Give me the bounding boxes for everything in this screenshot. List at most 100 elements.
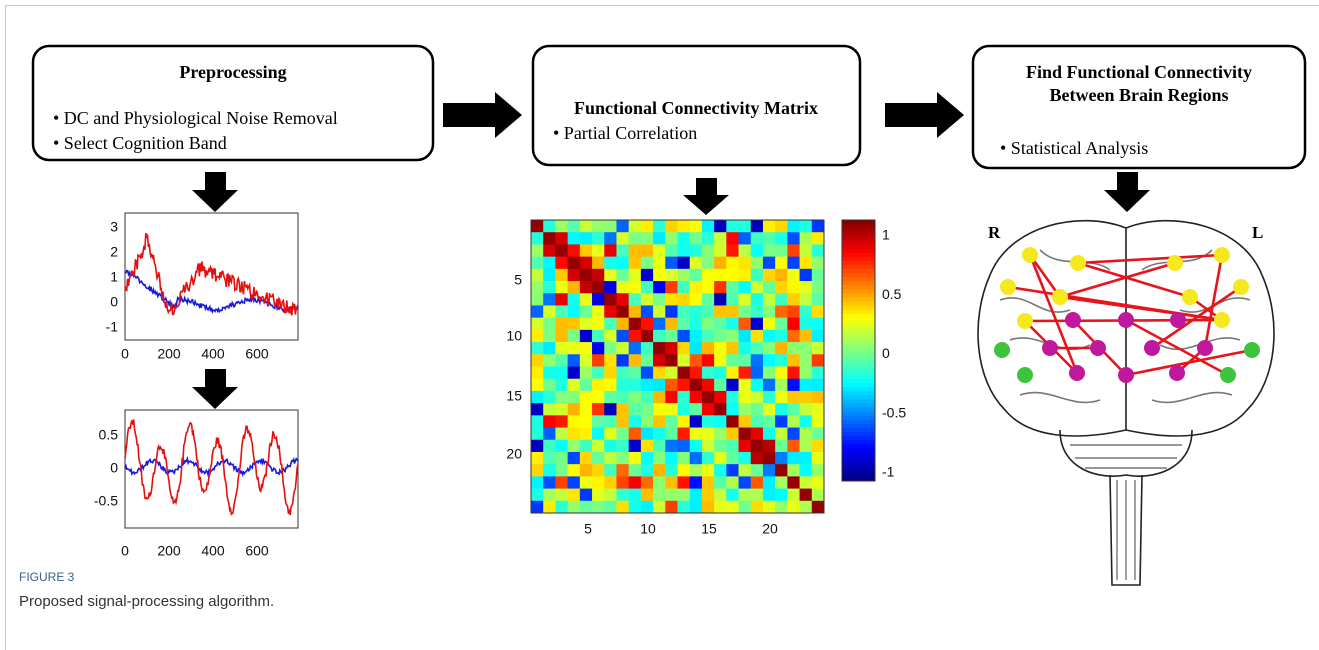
matrix-cell — [714, 476, 727, 489]
matrix-cell — [604, 220, 617, 233]
colorbar-step — [842, 399, 875, 404]
colorbar-step — [842, 428, 875, 433]
matrix-cell — [665, 281, 678, 294]
matrix-cell — [653, 428, 666, 441]
matrix-cell — [555, 367, 568, 380]
matrix-cell — [714, 281, 727, 294]
matrix-cell — [616, 415, 629, 428]
matrix-cell — [641, 415, 654, 428]
matrix-cell — [775, 403, 788, 416]
matrix-cell — [763, 293, 776, 306]
matrix-cell — [702, 269, 715, 282]
matrix-cell — [580, 257, 593, 270]
matrix-cell — [714, 318, 727, 331]
region-node — [1144, 340, 1160, 356]
colorbar-step — [842, 228, 875, 233]
matrix-cell — [604, 354, 617, 367]
y-tick-label: 0.5 — [99, 427, 119, 443]
matrix-cell — [543, 428, 556, 441]
matrix-cell — [665, 354, 678, 367]
colorbar-step — [842, 395, 875, 400]
matrix-cell — [641, 476, 654, 489]
matrix-cell — [739, 354, 752, 367]
matrix-cell — [665, 220, 678, 233]
matrix-cell — [714, 244, 727, 257]
matrix-cell — [812, 305, 825, 318]
matrix-cell — [555, 452, 568, 465]
matrix-cell — [592, 293, 605, 306]
colorbar-step — [842, 416, 875, 421]
colorbar-step — [842, 379, 875, 384]
matrix-cell — [678, 367, 691, 380]
matrix-cell — [726, 269, 739, 282]
matrix-cell — [641, 244, 654, 257]
matrix-cell — [726, 452, 739, 465]
matrix-cell — [812, 489, 825, 502]
matrix-cell — [592, 244, 605, 257]
matrix-cell — [629, 379, 642, 392]
y-tick-label: 1 — [110, 269, 118, 285]
colorbar-step — [842, 375, 875, 380]
matrix-cell — [787, 440, 800, 453]
matrix-cell — [665, 489, 678, 502]
matrix-cell — [604, 244, 617, 257]
matrix-cell — [665, 330, 678, 343]
matrix-cell — [714, 367, 727, 380]
region-node — [1070, 255, 1086, 271]
matrix-cell — [629, 440, 642, 453]
matrix-cell — [616, 257, 629, 270]
matrix-cell — [653, 354, 666, 367]
matrix-cell — [543, 415, 556, 428]
matrix-cell — [629, 232, 642, 245]
matrix-cell — [531, 354, 544, 367]
matrix-cell — [812, 464, 825, 477]
matrix-cell — [641, 293, 654, 306]
matrix-cell — [629, 415, 642, 428]
matrix-cell — [702, 293, 715, 306]
matrix-cell — [531, 428, 544, 441]
matrix-cell — [592, 232, 605, 245]
matrix-cell — [775, 464, 788, 477]
matrix-cell — [739, 257, 752, 270]
matrix-cell — [641, 403, 654, 416]
matrix-cell — [690, 501, 703, 514]
matrix-cell — [714, 440, 727, 453]
matrix-cell — [568, 220, 581, 233]
colorbar-tick-label: 1 — [882, 227, 890, 243]
matrix-cell — [653, 476, 666, 489]
matrix-cell — [763, 428, 776, 441]
matrix-cell — [653, 501, 666, 514]
matrix-cell — [739, 269, 752, 282]
arrow-down — [192, 172, 238, 212]
matrix-cell — [751, 391, 764, 404]
matrix-cell — [678, 403, 691, 416]
matrix-cell — [726, 257, 739, 270]
colorbar-step — [842, 457, 875, 462]
x-tick-label: 5 — [584, 521, 592, 537]
matrix-cell — [714, 293, 727, 306]
matrix-cell — [812, 318, 825, 331]
colorbar-step — [842, 281, 875, 286]
colorbar-step — [842, 302, 875, 307]
matrix-cell — [568, 415, 581, 428]
colorbar-step — [842, 334, 875, 339]
matrix-cell — [812, 232, 825, 245]
y-tick-label: 2 — [110, 244, 118, 260]
matrix-cell — [641, 440, 654, 453]
matrix-cell — [641, 318, 654, 331]
matrix-cell — [690, 391, 703, 404]
matrix-cell — [555, 305, 568, 318]
matrix-cell — [812, 501, 825, 514]
matrix-cell — [726, 428, 739, 441]
matrix-cell — [604, 269, 617, 282]
colorbar-tick-label: 0.5 — [882, 286, 902, 302]
matrix-cell — [568, 232, 581, 245]
matrix-cell — [629, 489, 642, 502]
colorbar-step — [842, 253, 875, 258]
matrix-cell — [629, 281, 642, 294]
matrix-cell — [726, 464, 739, 477]
matrix-cell — [787, 281, 800, 294]
region-node — [1233, 279, 1249, 295]
matrix-cell — [543, 476, 556, 489]
box-bullet: • Partial Correlation — [553, 123, 697, 143]
